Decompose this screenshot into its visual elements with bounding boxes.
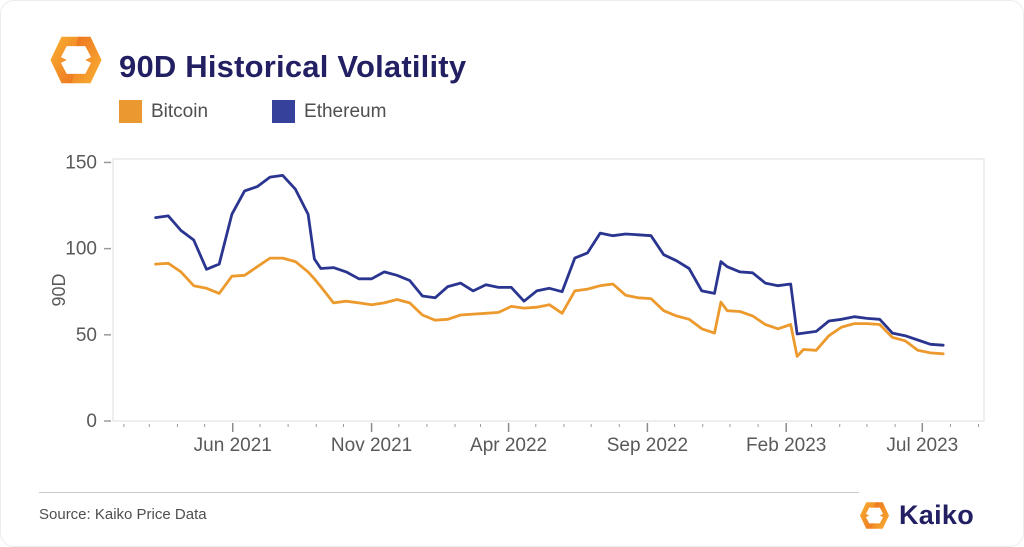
chart-legend: Bitcoin Ethereum xyxy=(119,100,386,123)
legend-label-ethereum: Ethereum xyxy=(304,100,387,122)
svg-text:90D: 90D xyxy=(49,273,69,306)
source-note: Source: Kaiko Price Data xyxy=(39,506,207,523)
svg-text:100: 100 xyxy=(65,239,97,260)
footer-brand: Kaiko xyxy=(858,499,974,532)
svg-text:0: 0 xyxy=(86,411,97,432)
svg-text:Jul 2023: Jul 2023 xyxy=(886,435,958,456)
svg-text:Jun 2021: Jun 2021 xyxy=(194,435,272,456)
legend-label-bitcoin: Bitcoin xyxy=(151,100,209,122)
page-title: 90D Historical Volatility xyxy=(119,49,467,84)
svg-text:50: 50 xyxy=(76,325,97,346)
kaiko-footer-logo-icon xyxy=(859,502,889,529)
footer-divider xyxy=(39,492,859,493)
legend-item-ethereum: Ethereum xyxy=(272,100,386,123)
ethereum-swatch-icon xyxy=(272,100,296,123)
svg-text:Sep 2022: Sep 2022 xyxy=(607,435,688,456)
bitcoin-swatch-icon xyxy=(119,100,142,123)
svg-text:Nov 2021: Nov 2021 xyxy=(331,435,412,456)
svg-text:Apr 2022: Apr 2022 xyxy=(470,435,547,456)
kaiko-wordmark: Kaiko xyxy=(898,500,974,530)
svg-text:150: 150 xyxy=(65,152,97,173)
svg-text:Feb 2023: Feb 2023 xyxy=(746,435,826,456)
legend-item-bitcoin: Bitcoin xyxy=(119,100,208,123)
